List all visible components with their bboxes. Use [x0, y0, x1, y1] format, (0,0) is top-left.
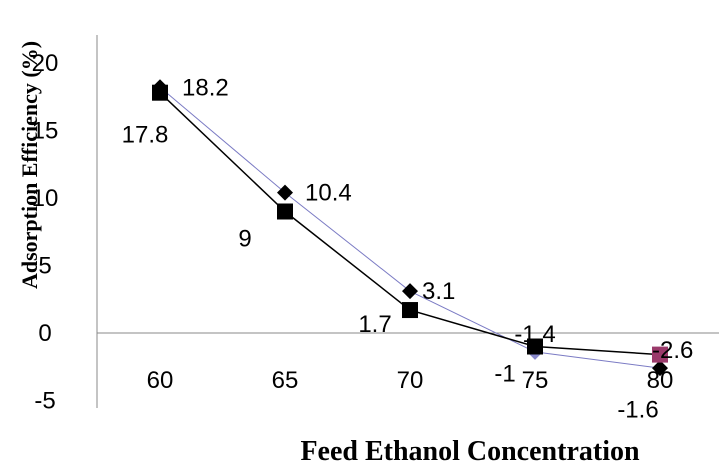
y-tick-label: 20 — [32, 50, 59, 77]
data-label: 18.2 — [182, 74, 229, 101]
x-axis-title: Feed Ethanol Concentration — [300, 436, 640, 467]
x-tick-label: 75 — [522, 367, 549, 394]
y-tick-label: -5 — [34, 388, 55, 415]
y-axis-title: Adsorption Efficiency (%) — [17, 41, 42, 289]
data-label: 3.1 — [422, 278, 455, 305]
diamond-marker — [277, 184, 293, 201]
y-tick-label: 5 — [38, 253, 51, 280]
y-tick-label: 0 — [38, 320, 51, 347]
data-label: -1.6 — [617, 397, 658, 424]
data-label: -1.4 — [514, 321, 555, 348]
square-marker — [152, 84, 168, 101]
data-label: 9 — [238, 226, 251, 253]
data-label: -1 — [494, 361, 515, 388]
diamond-marker — [652, 360, 668, 377]
square-marker — [527, 338, 543, 355]
square-marker — [402, 302, 418, 319]
x-tick-label: 80 — [647, 367, 674, 394]
series-line — [159, 86, 661, 369]
square-marker — [277, 203, 293, 220]
y-tick-label: 15 — [32, 118, 59, 145]
data-label: 1.7 — [358, 311, 391, 338]
x-tick-label: 70 — [397, 367, 424, 394]
diamond-marker — [402, 283, 418, 300]
x-tick-label: 60 — [147, 367, 174, 394]
data-label: 10.4 — [305, 180, 352, 207]
x-tick-label: 65 — [272, 367, 299, 394]
data-label: -2.6 — [652, 337, 693, 364]
data-label: 17.8 — [122, 122, 169, 149]
square-marker — [652, 346, 668, 363]
y-tick-label: 10 — [32, 185, 59, 212]
